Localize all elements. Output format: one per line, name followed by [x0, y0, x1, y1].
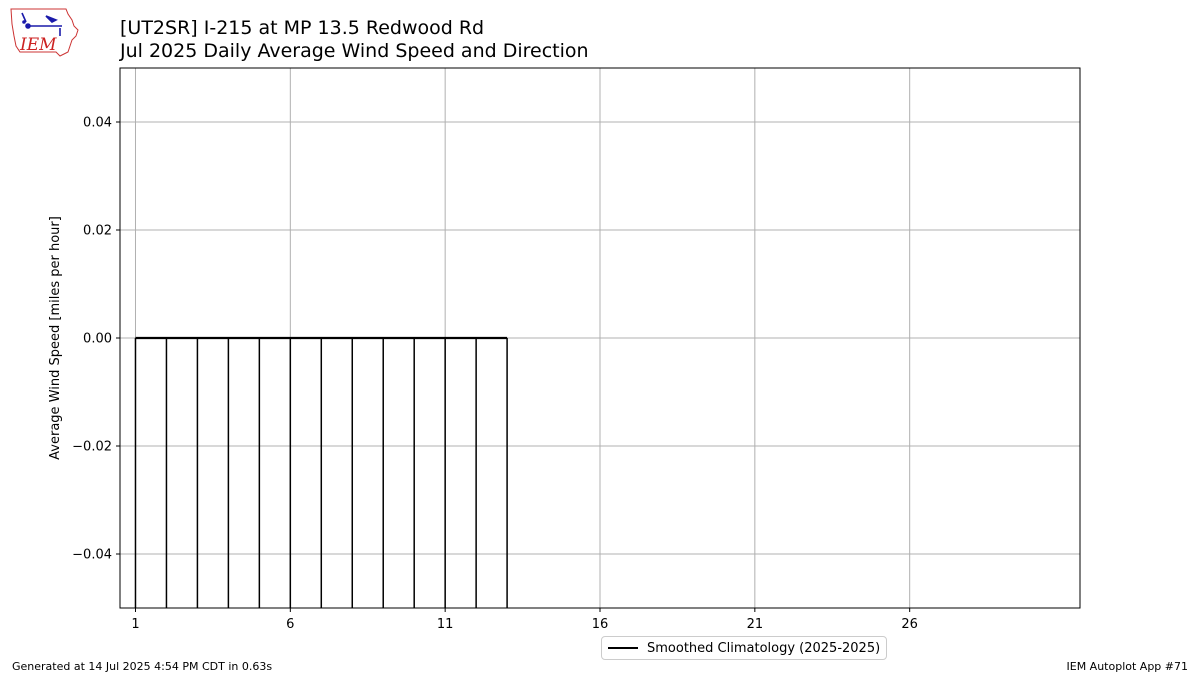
x-tick-label: 26	[901, 617, 918, 632]
y-axis-label: Average Wind Speed [miles per hour]	[48, 216, 63, 460]
y-axis: −0.04 −0.02 0.00 0.02 0.04	[72, 116, 120, 563]
app-id: IEM Autoplot App #71	[1066, 660, 1189, 673]
y-tick-label: −0.02	[72, 440, 112, 455]
x-tick-label: 1	[131, 617, 139, 632]
logo-text: IEM	[19, 35, 57, 55]
y-tick-label: 0.02	[83, 224, 112, 239]
legend: Smoothed Climatology (2025-2025)	[601, 636, 888, 660]
iem-logo: IEM	[10, 8, 79, 57]
legend-swatch	[608, 647, 638, 649]
y-tick-label: 0.00	[83, 332, 112, 347]
iowa-outline-icon	[10, 8, 79, 57]
x-axis: 1 6 11 16 21 26	[131, 608, 918, 632]
chart-title-line2: Jul 2025 Daily Average Wind Speed and Di…	[120, 40, 589, 62]
x-tick-label: 6	[286, 617, 294, 632]
wind-barb-icon	[21, 12, 62, 36]
y-tick-label: 0.04	[83, 116, 112, 131]
y-tick-label: −0.04	[72, 548, 112, 563]
legend-label: Smoothed Climatology (2025-2025)	[647, 640, 881, 656]
x-tick-label: 21	[747, 617, 764, 632]
x-tick-label: 11	[437, 617, 454, 632]
generated-timestamp: Generated at 14 Jul 2025 4:54 PM CDT in …	[12, 660, 273, 673]
chart-title-line1: [UT2SR] I-215 at MP 13.5 Redwood Rd	[120, 17, 485, 39]
x-tick-label: 16	[592, 617, 609, 632]
bars	[134, 338, 508, 608]
